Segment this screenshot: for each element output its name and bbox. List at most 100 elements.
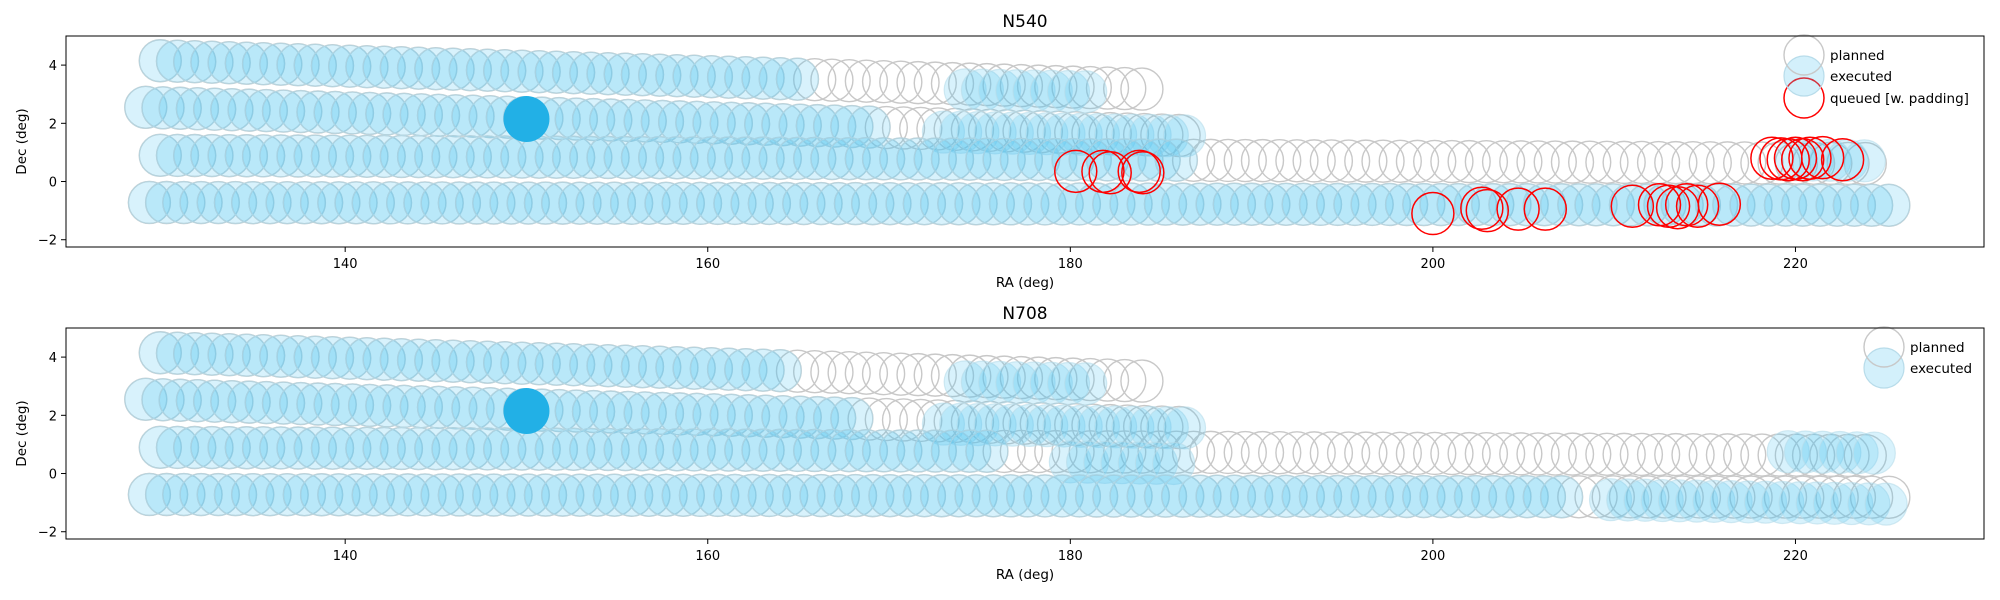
executed-footprint [162, 180, 206, 225]
executed-footprint [1557, 183, 1601, 227]
executed-footprint [141, 378, 185, 422]
executed-footprint [741, 428, 785, 472]
executed-footprint [861, 429, 906, 473]
executed-footprint [386, 473, 430, 517]
executed-footprint [397, 46, 441, 90]
executed-footprint [713, 181, 757, 226]
executed-footprint [795, 396, 840, 440]
planned-footprint [1258, 431, 1302, 475]
executed-footprint [179, 472, 223, 517]
planned-footprint [1120, 359, 1164, 403]
executed-footprint [706, 136, 751, 180]
executed-footprint [724, 56, 768, 100]
executed-footprint [1128, 405, 1172, 449]
executed-footprint [1178, 474, 1222, 518]
executed-footprint [317, 181, 361, 225]
executed-footprint [141, 86, 185, 130]
executed-footprint [448, 340, 492, 384]
executed-footprint [261, 89, 306, 133]
executed-footprint [1109, 474, 1153, 518]
planned-footprint [1395, 431, 1440, 476]
executed-footprint-highlight [503, 387, 550, 434]
executed-footprint [330, 383, 375, 427]
executed-footprint [1152, 441, 1196, 486]
planned-footprint [1189, 430, 1233, 475]
executed-footprint [1522, 475, 1566, 519]
executed-footprint [500, 49, 544, 93]
executed-footprint [644, 473, 688, 517]
chart-title: N540 [1002, 12, 1047, 32]
executed-footprint [1092, 474, 1136, 518]
planned-footprint [1068, 357, 1112, 402]
planned-footprint [1378, 139, 1422, 183]
executed-footprint [127, 180, 171, 225]
executed-footprint [265, 473, 309, 517]
executed-footprint [207, 426, 251, 470]
executed-footprint [948, 429, 992, 473]
planned-footprint [1694, 475, 1739, 519]
executed-footprint [1162, 406, 1207, 450]
executed-footprint [713, 473, 757, 518]
executed-footprint [175, 379, 220, 423]
executed-footprint [902, 474, 946, 518]
executed-footprint [313, 90, 357, 135]
planned-footprint [1309, 431, 1354, 475]
executed-footprint [483, 49, 527, 93]
executed-footprint [741, 348, 785, 392]
executed-footprint [827, 429, 871, 473]
executed-footprint [1016, 137, 1061, 182]
executed-footprint [523, 473, 568, 517]
executed-footprint [844, 137, 888, 181]
executed-footprint [193, 379, 237, 423]
planned-footprint [999, 355, 1044, 400]
legend-handle-executed [1783, 55, 1825, 97]
executed-footprint [213, 473, 258, 517]
executed-footprint [861, 137, 906, 181]
executed-footprint [265, 181, 309, 225]
executed-footprint [138, 133, 182, 177]
executed-footprint [155, 39, 200, 83]
executed-footprint [758, 428, 802, 472]
y-tick-label: −2 [38, 526, 57, 541]
executed-footprint [1591, 183, 1635, 227]
planned-footprint [1171, 430, 1216, 475]
executed-footprint [868, 474, 912, 518]
executed-footprint [368, 473, 413, 517]
executed-footprint [830, 104, 874, 149]
executed-footprint [1145, 406, 1189, 450]
executed-footprint [1505, 475, 1549, 519]
executed-footprint [276, 134, 320, 178]
executed-footprint [1092, 182, 1136, 226]
executed-footprint [833, 474, 878, 518]
executed-footprint [551, 135, 596, 179]
executed-footprint [362, 134, 406, 179]
executed-footprint [210, 380, 254, 424]
planned-footprint [1591, 475, 1635, 519]
executed-footprint [554, 389, 598, 433]
executed-footprint [1178, 182, 1222, 226]
planned-footprint [1671, 433, 1715, 477]
planned-footprint [899, 106, 943, 151]
planned-footprint [881, 398, 926, 442]
executed-footprint [403, 473, 447, 517]
executed-footprint [606, 390, 650, 435]
executed-footprint [434, 386, 478, 430]
executed-footprint [300, 181, 344, 225]
executed-footprint [879, 137, 923, 181]
executed-footprint [296, 382, 340, 426]
executed-footprint [1675, 479, 1719, 523]
executed-footprint [1040, 474, 1084, 518]
planned-footprint [1585, 140, 1629, 184]
executed-footprint [569, 135, 613, 179]
planned-footprint [1688, 141, 1732, 185]
executed-footprint [592, 473, 636, 517]
executed-footprint [1161, 182, 1205, 226]
planned-footprint [1568, 432, 1612, 476]
planned-footprint [896, 352, 940, 397]
executed-footprint [1333, 474, 1377, 519]
executed-footprint [930, 429, 975, 473]
planned-footprint [1016, 429, 1061, 474]
executed-footprint [1850, 183, 1894, 227]
planned-footprint [913, 353, 957, 397]
executed-footprint [956, 110, 1000, 155]
